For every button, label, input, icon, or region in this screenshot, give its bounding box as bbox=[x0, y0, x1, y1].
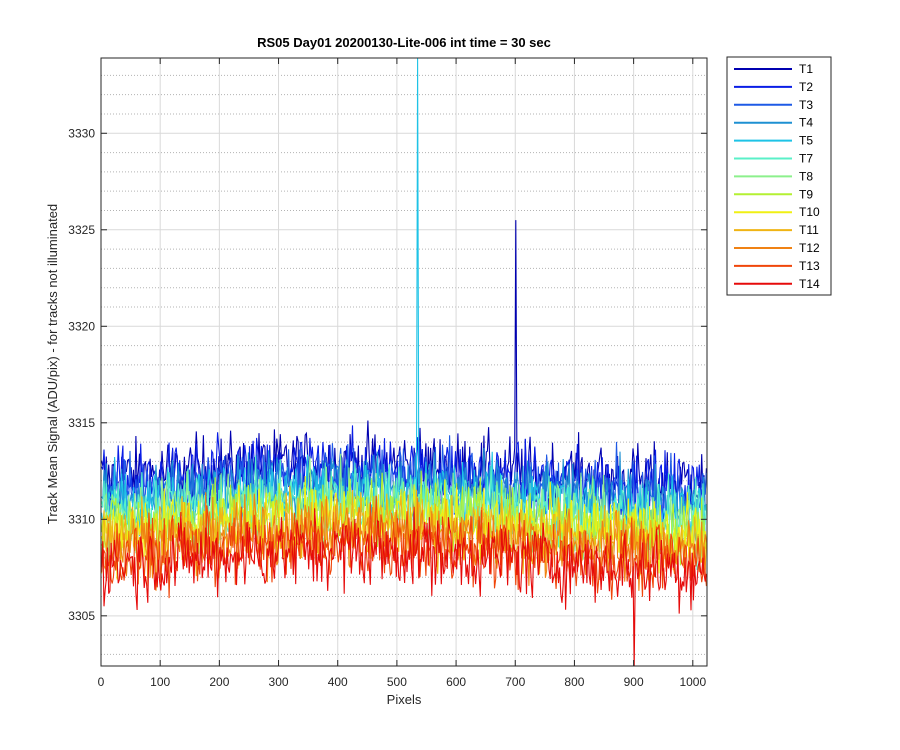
legend-label-t14: T14 bbox=[799, 277, 820, 291]
x-tick-label: 200 bbox=[209, 675, 229, 689]
legend-label-t11: T11 bbox=[799, 223, 819, 237]
x-tick-label: 100 bbox=[150, 675, 170, 689]
y-tick-label: 3315 bbox=[68, 416, 95, 430]
x-tick-label: 0 bbox=[98, 675, 105, 689]
x-axis-label: Pixels bbox=[387, 692, 422, 707]
legend-label-t9: T9 bbox=[799, 187, 813, 201]
x-tick-label: 600 bbox=[446, 675, 466, 689]
legend-label-t13: T13 bbox=[799, 259, 820, 273]
x-axis: 0 100 200 300 400 500 600 700 800 900 1000 bbox=[98, 58, 706, 689]
series-line-t14 bbox=[101, 506, 707, 667]
y-tick-label: 3320 bbox=[68, 319, 95, 333]
legend-label-t10: T10 bbox=[799, 205, 820, 219]
legend-label-t7: T7 bbox=[799, 152, 813, 166]
legend-label-t4: T4 bbox=[799, 116, 813, 130]
x-tick-label: 800 bbox=[564, 675, 584, 689]
x-tick-label: 700 bbox=[505, 675, 525, 689]
y-axis: 3305 3310 3315 3320 3325 3330 bbox=[68, 126, 707, 623]
legend-label-t2: T2 bbox=[799, 80, 813, 94]
y-tick-label: 3330 bbox=[68, 126, 95, 140]
y-tick-label: 3305 bbox=[68, 609, 95, 623]
y-tick-label: 3310 bbox=[68, 512, 95, 526]
series-line-t13 bbox=[101, 495, 707, 600]
x-tick-label: 900 bbox=[624, 675, 644, 689]
legend-label-t8: T8 bbox=[799, 169, 813, 183]
chart-title: RS05 Day01 20200130-Lite-006 int time = … bbox=[257, 35, 551, 50]
legend-label-t12: T12 bbox=[799, 241, 820, 255]
plot-frame bbox=[100, 57, 708, 667]
legend: T1 T2 T3 T4 T5 T7 T8 T9 T10 T11 T12 T13 T14 bbox=[726, 56, 832, 296]
legend-label-t3: T3 bbox=[799, 98, 813, 112]
x-tick-label: 400 bbox=[328, 675, 348, 689]
series-layer bbox=[101, 57, 707, 667]
x-tick-label: 1000 bbox=[679, 675, 706, 689]
x-tick-label: 300 bbox=[269, 675, 289, 689]
legend-label-t1: T1 bbox=[799, 62, 813, 76]
legend-label-t5: T5 bbox=[799, 134, 813, 148]
y-axis-label: Track Mean Signal (ADU/pix) - for tracks… bbox=[45, 204, 60, 524]
x-tick-label: 500 bbox=[387, 675, 407, 689]
y-tick-label: 3325 bbox=[68, 223, 95, 237]
